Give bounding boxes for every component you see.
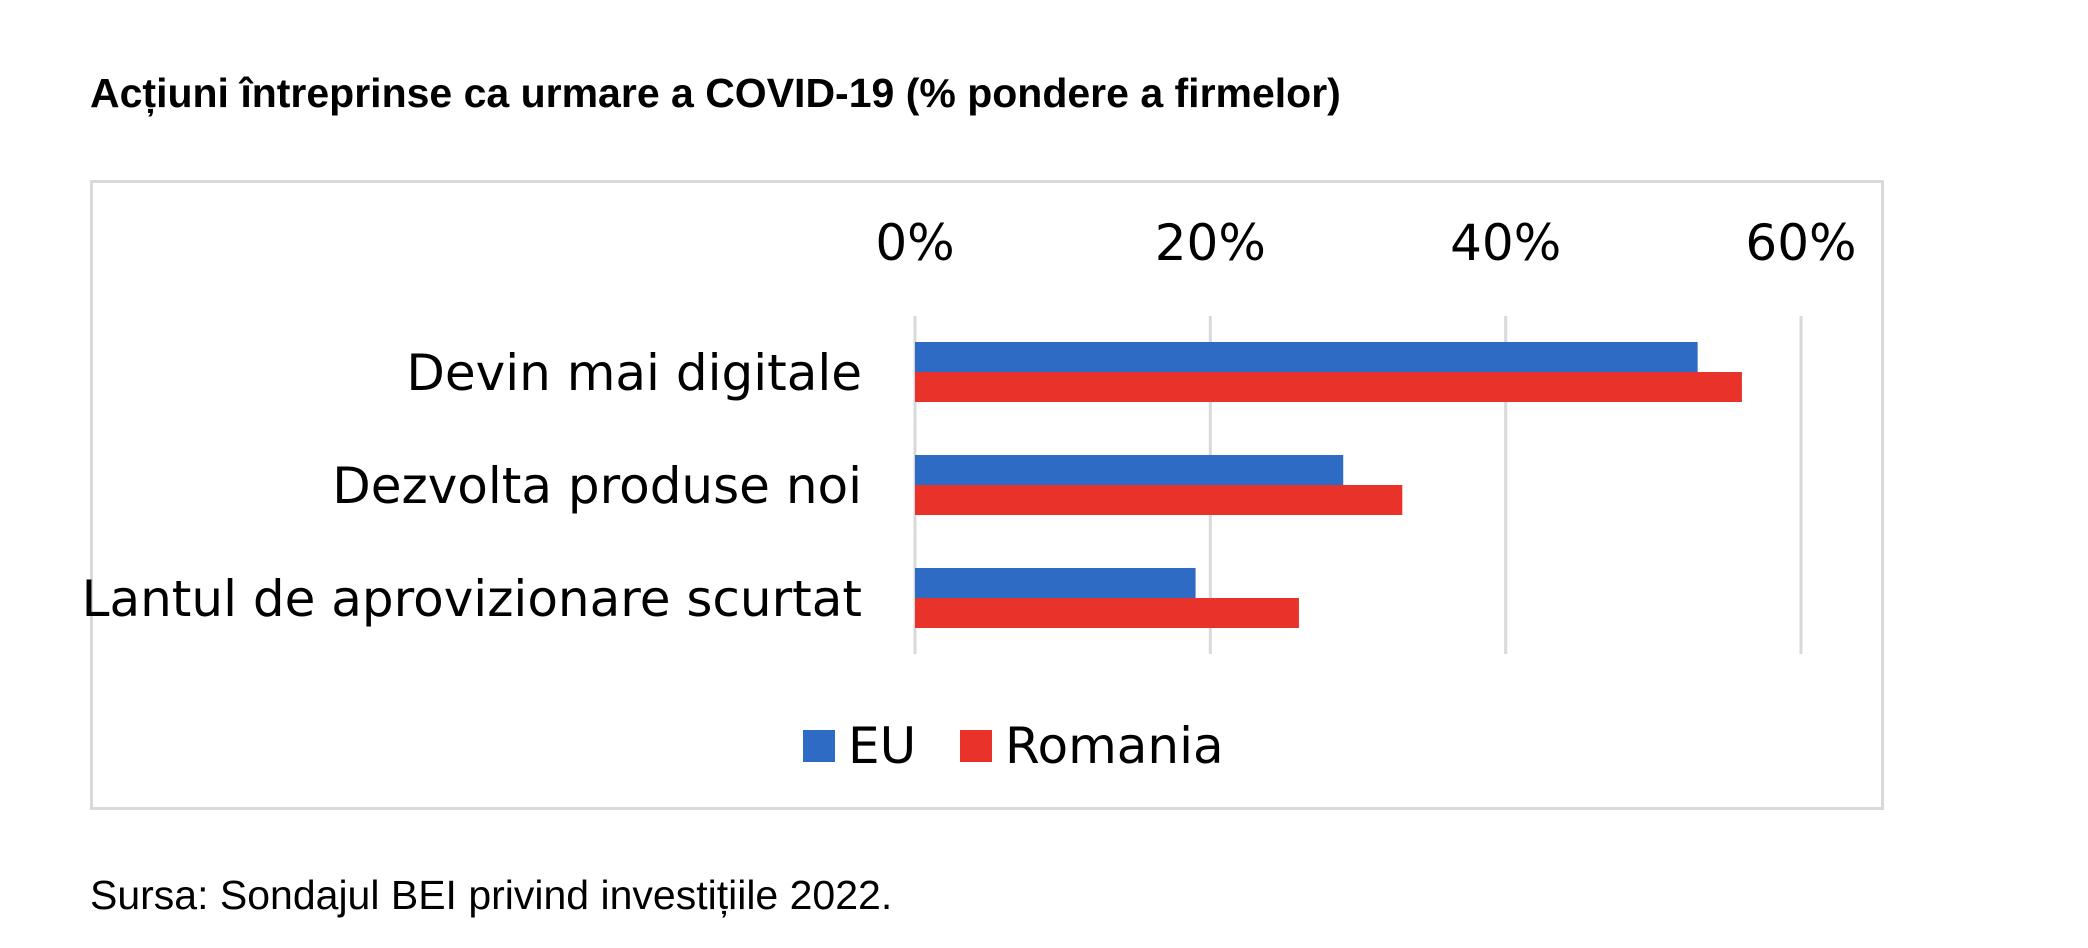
bar-eu: [915, 342, 1698, 372]
category-label: Dezvolta produse noi: [332, 457, 862, 515]
bar-romania: [915, 372, 1742, 402]
bar-romania: [915, 598, 1299, 628]
chart-title: Acțiuni întreprinse ca urmare a COVID-19…: [90, 70, 1341, 116]
legend-label-romania: Romania: [1005, 717, 1224, 775]
source-note: Sursa: Sondajul BEI privind investițiile…: [90, 872, 893, 918]
legend-swatch-romania: [960, 730, 992, 762]
bar-romania: [915, 485, 1403, 515]
legend-label-eu: EU: [848, 717, 916, 775]
category-label: Lantul de aprovizionare scurtat: [82, 570, 862, 628]
x-tick-label: 60%: [1745, 214, 1856, 272]
x-tick-label: 40%: [1450, 214, 1561, 272]
category-label: Devin mai digitale: [406, 344, 862, 402]
bar-eu: [915, 455, 1344, 485]
x-tick-label: 20%: [1155, 214, 1266, 272]
x-tick-label: 0%: [875, 214, 954, 272]
legend-swatch-eu: [803, 730, 835, 762]
bar-eu: [915, 568, 1196, 598]
chart-frame: [90, 180, 1884, 810]
